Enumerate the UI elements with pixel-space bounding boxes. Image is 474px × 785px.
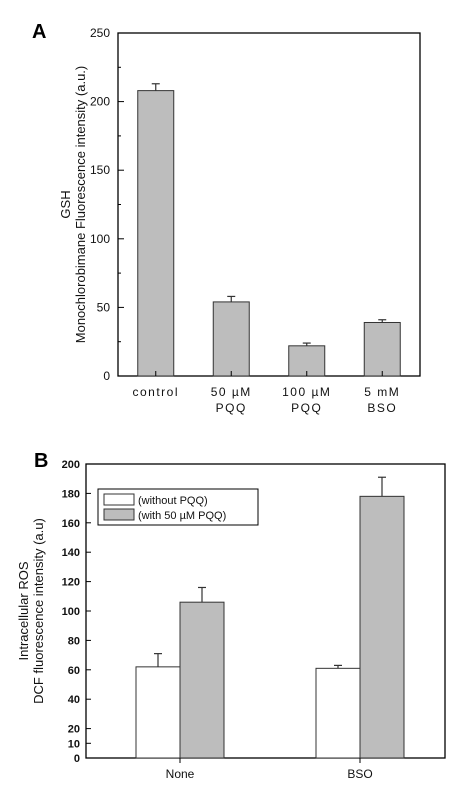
panel-a-letter: A (32, 21, 46, 43)
bar-b (359, 495, 405, 759)
y-tick-label-a: 0 (103, 369, 110, 383)
x-tick-label-a: BSO (367, 401, 397, 415)
y-tick-label-a: 200 (90, 95, 110, 109)
y-axis-label-a: GSH (58, 190, 73, 218)
y-tick-label-b: 0 (74, 753, 80, 765)
y-tick-label-b: 140 (62, 547, 80, 559)
y-axis-label-b: DCF fluorescence intensity (a.u) (31, 518, 46, 704)
bar-a (137, 90, 175, 377)
y-tick-label-a: 250 (90, 26, 110, 40)
bar-a (288, 345, 326, 377)
x-tick-label-a: 100 µM (282, 385, 331, 399)
x-tick-label-a: 5 mM (364, 385, 400, 399)
y-axis-label-b: Intracellular ROS (16, 561, 31, 660)
bar-b (179, 601, 225, 759)
bar-b (135, 666, 181, 759)
x-tick-label-b: BSO (347, 767, 372, 781)
panel-a-chart: 0 50 100 150 200 250 control 50 µM PQQ 100 µM PQQ 5… (58, 26, 421, 415)
legend-label-b: (without PQQ) (138, 495, 208, 507)
legend-swatch-b (103, 493, 135, 506)
y-tick-label-a: 100 (90, 232, 110, 246)
legend-label-b: (with 50 µM PQQ) (138, 510, 226, 522)
y-tick-label-b: 180 (62, 488, 80, 500)
y-tick-label-a: 50 (97, 300, 111, 314)
x-tick-label-b: None (166, 767, 195, 781)
y-tick-label-b: 100 (62, 606, 80, 618)
bar-a (212, 301, 250, 377)
x-tick-label-a: 50 µM (211, 385, 252, 399)
panel-b-letter: B (34, 450, 48, 472)
y-tick-label-a: 150 (90, 163, 110, 177)
y-tick-label-b: 40 (68, 694, 80, 706)
y-tick-label-b: 60 (68, 665, 80, 677)
x-tick-label-a: control (132, 385, 179, 399)
y-tick-label-b: 10 (68, 738, 80, 750)
x-tick-label-a: PQQ (291, 401, 322, 415)
y-tick-label-b: 200 (62, 459, 80, 471)
legend-swatch-b (103, 508, 135, 521)
panel-b-chart: 0 10 20 40 60 80 100 120 140 160 180 200 None BSO (wit… (16, 459, 446, 781)
y-axis-label-a: Monochlorobimane Fluorescence intensity … (73, 66, 88, 343)
bar-b (315, 667, 361, 759)
y-tick-label-b: 120 (62, 577, 80, 589)
x-tick-label-a: PQQ (216, 401, 247, 415)
y-tick-label-b: 20 (68, 724, 80, 736)
bar-a (363, 321, 401, 377)
y-tick-label-b: 160 (62, 518, 80, 530)
y-tick-label-b: 80 (68, 635, 80, 647)
